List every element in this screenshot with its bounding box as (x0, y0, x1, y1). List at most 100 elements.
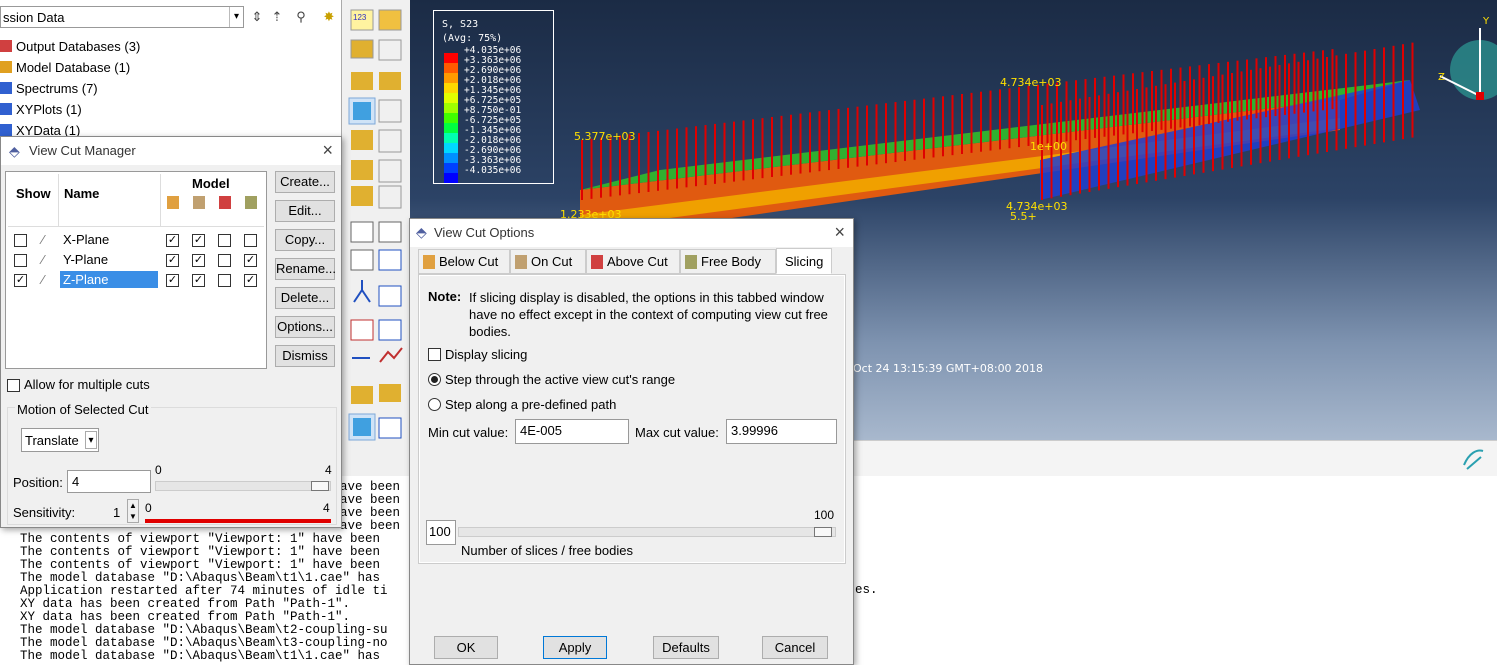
tree-item[interactable]: XYPlots (1) (0, 99, 82, 119)
tab-free-body[interactable]: Free Body (680, 249, 776, 274)
position-label: Position: (13, 475, 63, 490)
slices-slider-thumb[interactable] (814, 527, 832, 537)
legend-subtitle: (Avg: 75%) (442, 33, 503, 44)
tree-item[interactable]: Spectrums (7) (0, 78, 98, 98)
display-slicing-label: Display slicing (445, 347, 528, 362)
legend-swatch (444, 63, 458, 73)
session-combo[interactable]: ssion Data ▾ (0, 6, 244, 28)
vp-label: 1e+00 (1030, 140, 1067, 153)
model-option-checkbox[interactable] (244, 234, 257, 247)
lightbulb-icon[interactable]: ✸ (323, 9, 335, 24)
legend-value: +4.035e+06 (464, 45, 522, 56)
tree-item[interactable]: XYData (1) (0, 120, 80, 140)
slices-slider[interactable] (458, 527, 836, 537)
model-option-checkbox[interactable]: ✓ (192, 274, 205, 287)
model-option-checkbox[interactable]: ✓ (244, 254, 257, 267)
rename-button[interactable]: Rename... (275, 258, 336, 280)
dismiss-button[interactable]: Dismiss (275, 345, 335, 367)
folder-up-icon[interactable]: ⇡ (271, 9, 283, 24)
step-path-label: Step along a pre-defined path (445, 397, 617, 412)
message-line: ave been (340, 519, 401, 533)
col-show-header: Show (16, 186, 51, 201)
show-checkbox[interactable] (14, 234, 27, 247)
copy-button[interactable]: Copy... (275, 229, 335, 251)
message-line: XY data has been created from Path "Path… (20, 597, 351, 611)
position-field[interactable]: 4 (67, 470, 151, 493)
show-checkbox[interactable]: ✓ (14, 274, 27, 287)
defaults-button[interactable]: Defaults (653, 636, 719, 659)
cancel-button[interactable]: Cancel (762, 636, 828, 659)
step-path-radio[interactable] (428, 398, 441, 411)
max-cut-field[interactable]: 3.99996 (726, 419, 837, 444)
edit-button[interactable]: Edit... (275, 200, 335, 222)
filter-icon[interactable]: ⚲ (296, 9, 306, 24)
spinner-icon[interactable]: ⇕ (251, 9, 263, 24)
legend-swatch (444, 143, 458, 153)
model-option-checkbox[interactable]: ✓ (192, 234, 205, 247)
view-cut-name[interactable]: Y-Plane (63, 252, 109, 267)
note-label: Note: (428, 289, 462, 304)
options-button[interactable]: Options... (275, 316, 335, 338)
slices-max-label: 100 (814, 508, 835, 522)
sensitivity-value: 1 (113, 505, 121, 520)
legend-swatch (444, 173, 458, 183)
motion-type-select[interactable]: Translate ▾ (21, 428, 99, 452)
model-option-checkbox[interactable]: ✓ (166, 254, 179, 267)
model-option-checkbox[interactable]: ✓ (166, 234, 179, 247)
tree-item-label: Model Database (1) (16, 59, 131, 75)
view-cut-name[interactable]: X-Plane (63, 232, 110, 247)
model-option-checkbox[interactable]: ✓ (192, 254, 205, 267)
slices-field[interactable]: 100 (426, 520, 456, 545)
tab-slicing[interactable]: Slicing (776, 248, 832, 274)
legend-value: +2.018e+06 (464, 75, 522, 86)
model-option-checkbox[interactable] (218, 234, 231, 247)
min-cut-field[interactable]: 4E-005 (515, 419, 629, 444)
database-icon (0, 40, 12, 52)
tab-above-cut[interactable]: Above Cut (586, 249, 680, 274)
viewport-canvas[interactable]: 5.377e+03 4.734e+03 1e+00 5.5+ 1.233e+03… (410, 0, 1497, 440)
motion-group-label: Motion of Selected Cut (15, 402, 151, 417)
tab-label: Above Cut (607, 254, 668, 269)
database-icon (0, 61, 12, 73)
model-option-checkbox[interactable]: ✓ (166, 274, 179, 287)
view-cut-manager-dialog: ⬘ View Cut Manager × Show Name Model ⁄ X-… (0, 136, 342, 528)
display-slicing-checkbox[interactable] (428, 348, 441, 361)
tab-on-cut[interactable]: On Cut (510, 249, 586, 274)
legend-value: -2.690e+06 (464, 145, 522, 156)
position-slider[interactable] (155, 481, 331, 491)
chevron-down-icon[interactable]: ▾ (85, 431, 97, 449)
ok-button[interactable]: OK (434, 636, 498, 659)
axis-triad: Y Z (1438, 16, 1497, 100)
tab-below-cut[interactable]: Below Cut (418, 249, 510, 274)
above-cut-icon (219, 196, 231, 209)
legend-value: +1.345e+06 (464, 85, 522, 96)
apply-button[interactable]: Apply (543, 636, 607, 659)
model-option-checkbox[interactable] (218, 254, 231, 267)
toolbox-icons[interactable]: 123 (342, 0, 410, 470)
position-slider-thumb[interactable] (311, 481, 329, 491)
sensitivity-spinner[interactable]: ▲ ▼ (127, 499, 139, 523)
show-checkbox[interactable] (14, 254, 27, 267)
dialog-titlebar[interactable]: ⬘ View Cut Manager × (1, 137, 341, 165)
legend-swatch (444, 123, 458, 133)
legend-swatch (444, 153, 458, 163)
sensitivity-slider[interactable] (145, 519, 331, 523)
legend-value: +2.690e+06 (464, 65, 522, 76)
tree-item[interactable]: Model Database (1) (0, 57, 130, 77)
allow-multiple-checkbox[interactable] (7, 379, 20, 392)
delete-button[interactable]: Delete... (275, 287, 335, 309)
tree-item-label: Output Databases (3) (16, 38, 141, 54)
tree-item[interactable]: Output Databases (3) (0, 36, 140, 56)
chevron-down-icon[interactable]: ▾ (229, 7, 243, 27)
dialog-titlebar[interactable]: ⬘ View Cut Options × (410, 219, 853, 247)
step-active-radio[interactable] (428, 373, 441, 386)
close-icon[interactable]: × (834, 222, 845, 242)
view-cut-name[interactable]: Z-Plane (60, 271, 158, 288)
svg-text:123: 123 (353, 13, 367, 22)
close-icon[interactable]: × (322, 140, 333, 160)
model-option-checkbox[interactable]: ✓ (244, 274, 257, 287)
col-name-header: Name (64, 186, 100, 201)
create-button[interactable]: Create... (275, 171, 335, 193)
tree-item-label: XYData (1) (16, 122, 81, 138)
model-option-checkbox[interactable] (218, 274, 231, 287)
